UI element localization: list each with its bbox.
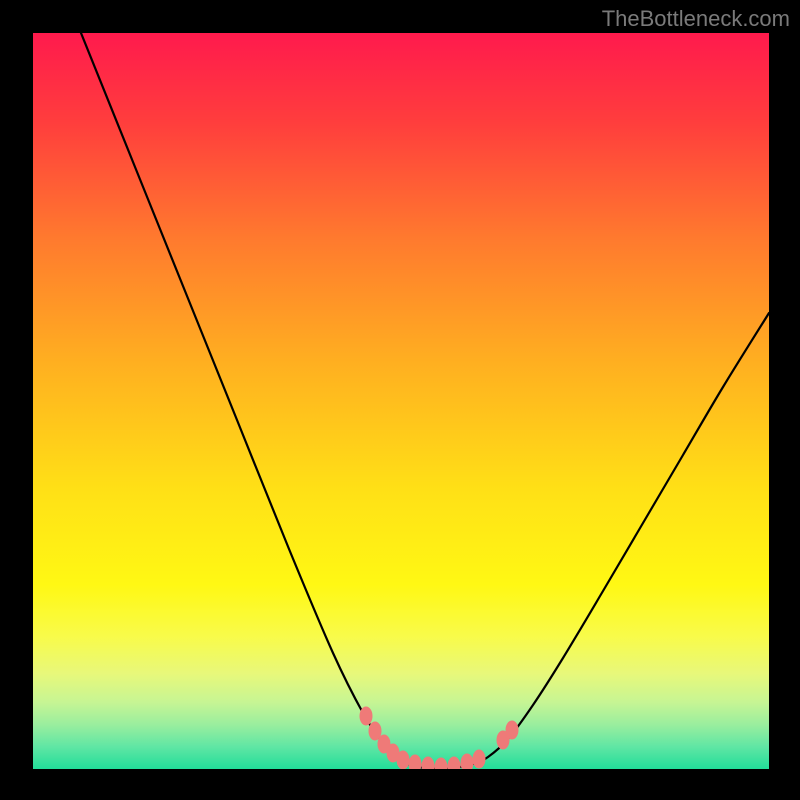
curve-marker [422, 757, 434, 769]
curve-marker [369, 722, 381, 740]
curve-marker [409, 755, 421, 769]
watermark-text: TheBottleneck.com [602, 6, 790, 32]
curve-marker [473, 750, 485, 768]
curve-marker [461, 754, 473, 769]
plot-background [33, 33, 769, 769]
curve-marker [506, 721, 518, 739]
curve-marker [397, 751, 409, 769]
curve-marker [448, 757, 460, 769]
plot-area [33, 33, 769, 769]
chart-canvas: TheBottleneck.com [0, 0, 800, 800]
curve-marker [360, 707, 372, 725]
